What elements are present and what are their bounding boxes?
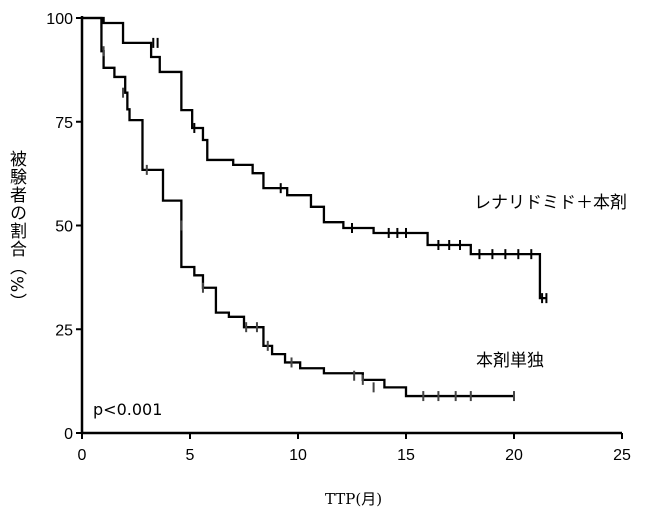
x-axis-label: TTP(月) bbox=[325, 490, 383, 508]
x-tick-label: 25 bbox=[613, 447, 631, 464]
km-curve-1 bbox=[82, 16, 547, 300]
x-tick-label: 5 bbox=[186, 447, 195, 464]
x-tick-label: 0 bbox=[78, 447, 87, 464]
y-tick-label: 100 bbox=[46, 11, 73, 28]
km-curve-2 bbox=[82, 16, 514, 398]
series-label-combination: レナリドミド＋本剤 bbox=[474, 193, 627, 213]
y-tick-label: 50 bbox=[55, 219, 73, 236]
x-tick-label: 10 bbox=[289, 447, 307, 464]
y-axis-label: 被験者の割合（%） bbox=[6, 150, 26, 312]
y-tick-label: 75 bbox=[55, 115, 73, 132]
x-tick-label: 20 bbox=[505, 447, 523, 464]
y-tick-label: 25 bbox=[55, 322, 73, 339]
series-label-monotherapy: 本剤単独 bbox=[476, 351, 544, 371]
p-value-annotation: p<0.001 bbox=[93, 400, 163, 419]
x-tick-label: 15 bbox=[397, 447, 415, 464]
y-tick-label: 0 bbox=[64, 426, 73, 443]
